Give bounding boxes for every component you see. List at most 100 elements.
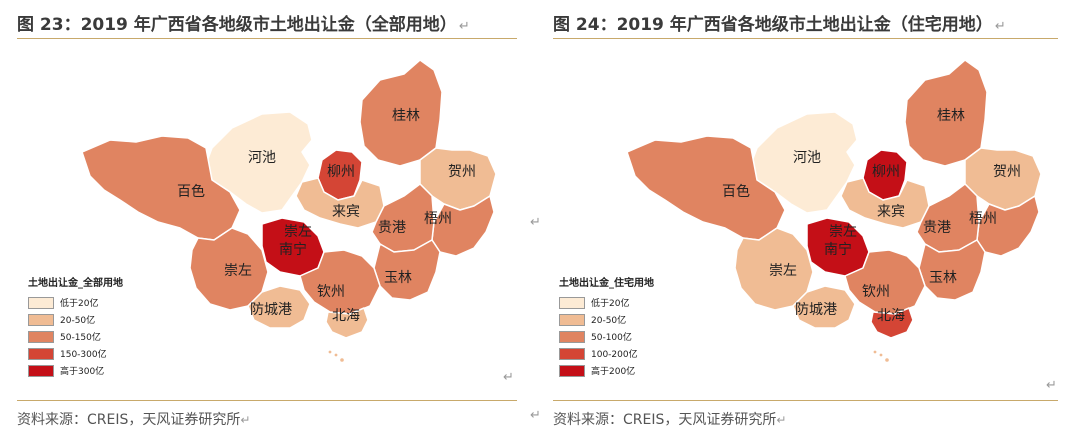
source-right: 资料来源：CREIS，天风证券研究所↵ — [553, 409, 786, 429]
legend-item: 20-50亿 — [28, 311, 123, 328]
region-label: 玉林 — [929, 270, 957, 286]
region-label: 桂林 — [392, 108, 420, 124]
legend-item: 低于20亿 — [559, 294, 654, 311]
return-mark: ↵ — [503, 370, 514, 385]
legend-title: 土地出让金_全部用地 — [28, 278, 123, 289]
legend-swatch — [559, 347, 585, 360]
region-label: 防城港 — [795, 302, 837, 318]
region-贵港 — [916, 183, 980, 253]
legend-label: 高于200亿 — [591, 367, 636, 377]
legend-label: 150-300亿 — [60, 350, 107, 360]
region-防城港 — [792, 285, 856, 329]
return-mark: ↵ — [776, 413, 787, 427]
region-钦州 — [844, 249, 926, 315]
region-label: 河池 — [793, 150, 821, 166]
region-防城港 — [247, 285, 311, 329]
legend-swatch — [559, 313, 585, 326]
region-label: 贵港 — [923, 220, 951, 236]
region-label: 柳州 — [327, 163, 355, 180]
return-mark: ↵ — [994, 19, 1006, 34]
region-label: 崇左 — [829, 224, 857, 240]
legend-swatch — [559, 330, 585, 343]
title-rule — [553, 38, 1058, 39]
region-label: 玉林 — [384, 270, 412, 286]
region-label: 贺州 — [448, 164, 476, 180]
legend-swatch — [28, 313, 54, 326]
return-mark: ↵ — [458, 19, 470, 34]
island-shape — [340, 358, 344, 362]
legend-item: 20-50亿 — [559, 311, 654, 328]
legend-label: 低于20亿 — [60, 299, 99, 309]
legend-title: 土地出让金_住宅用地 — [559, 278, 654, 289]
region-label: 百色 — [722, 183, 750, 200]
bottom-rule — [17, 400, 517, 401]
legend-label: 50-100亿 — [591, 333, 632, 343]
figure-title-text: 图 23：2019 年广西省各地级市土地出让金（全部用地） — [17, 15, 457, 35]
region-label: 防城港 — [250, 302, 292, 318]
region-label: 崇左 — [769, 263, 797, 279]
region-label: 梧州 — [424, 211, 452, 227]
region-label: 贺州 — [993, 164, 1021, 180]
region-贵港 — [371, 183, 435, 253]
figure-title-left: 图 23：2019 年广西省各地级市土地出让金（全部用地） ↵ — [17, 10, 470, 35]
legend-swatch — [559, 364, 585, 377]
source-text: 资料来源：CREIS，天风证券研究所 — [553, 412, 777, 428]
figure-title-text: 图 24：2019 年广西省各地级市土地出让金（住宅用地） — [553, 15, 993, 35]
region-label: 柳州 — [872, 163, 900, 180]
legend-item: 50-150亿 — [28, 328, 123, 345]
legend-swatch — [28, 364, 54, 377]
island-shape — [873, 350, 877, 354]
title-rule — [17, 38, 517, 39]
region-label: 来宾 — [877, 204, 905, 220]
legend-label: 高于300亿 — [60, 367, 105, 377]
region-label: 百色 — [177, 183, 205, 200]
legend-item: 100-200亿 — [559, 345, 654, 362]
region-北海 — [325, 307, 369, 339]
region-label: 钦州 — [862, 284, 890, 300]
legend-label: 100-200亿 — [591, 350, 638, 360]
bottom-rule — [553, 400, 1058, 401]
return-mark: ↵ — [530, 215, 541, 230]
island-shape — [885, 358, 889, 362]
region-桂林 — [904, 59, 988, 167]
legend-item: 50-100亿 — [559, 328, 654, 345]
region-label: 贵港 — [378, 220, 406, 236]
region-label: 来宾 — [332, 204, 360, 220]
legend-right: 土地出让金_住宅用地低于20亿 20-50亿 50-100亿 100-200亿 高于20… — [559, 274, 654, 379]
return-mark: ↵ — [240, 413, 251, 427]
figure-title-right: 图 24：2019 年广西省各地级市土地出让金（住宅用地） ↵ — [553, 10, 1006, 35]
legend-item: 150-300亿 — [28, 345, 123, 362]
legend-swatch — [28, 347, 54, 360]
legend-item: 低于20亿 — [28, 294, 123, 311]
return-mark: ↵ — [530, 408, 541, 423]
region-label: 北海 — [877, 308, 905, 324]
region-桂林 — [359, 59, 443, 167]
legend-item: 高于300亿 — [28, 362, 123, 379]
legend-label: 50-150亿 — [60, 333, 101, 343]
legend-label: 低于20亿 — [591, 299, 630, 309]
legend-item: 高于200亿 — [559, 362, 654, 379]
region-label: 北海 — [332, 308, 360, 324]
island-shape — [328, 350, 332, 354]
island-shape — [334, 353, 338, 357]
legend-label: 20-50亿 — [591, 316, 627, 326]
source-left: 资料来源：CREIS，天风证券研究所↵ — [17, 409, 250, 429]
legend-swatch — [28, 296, 54, 309]
region-label: 崇左 — [284, 224, 312, 240]
region-label: 崇左 — [224, 263, 252, 279]
region-label: 河池 — [248, 150, 276, 166]
return-mark: ↵ — [1046, 378, 1057, 393]
source-text: 资料来源：CREIS，天风证券研究所 — [17, 412, 241, 428]
region-label: 南宁 — [824, 241, 852, 258]
region-钦州 — [299, 249, 381, 315]
region-北海 — [870, 307, 914, 339]
island-shape — [879, 353, 883, 357]
region-label: 桂林 — [937, 108, 965, 124]
region-label: 梧州 — [969, 211, 997, 227]
legend-left: 土地出让金_全部用地低于20亿 20-50亿 50-150亿 150-300亿 高于30… — [28, 274, 123, 379]
legend-label: 20-50亿 — [60, 316, 96, 326]
